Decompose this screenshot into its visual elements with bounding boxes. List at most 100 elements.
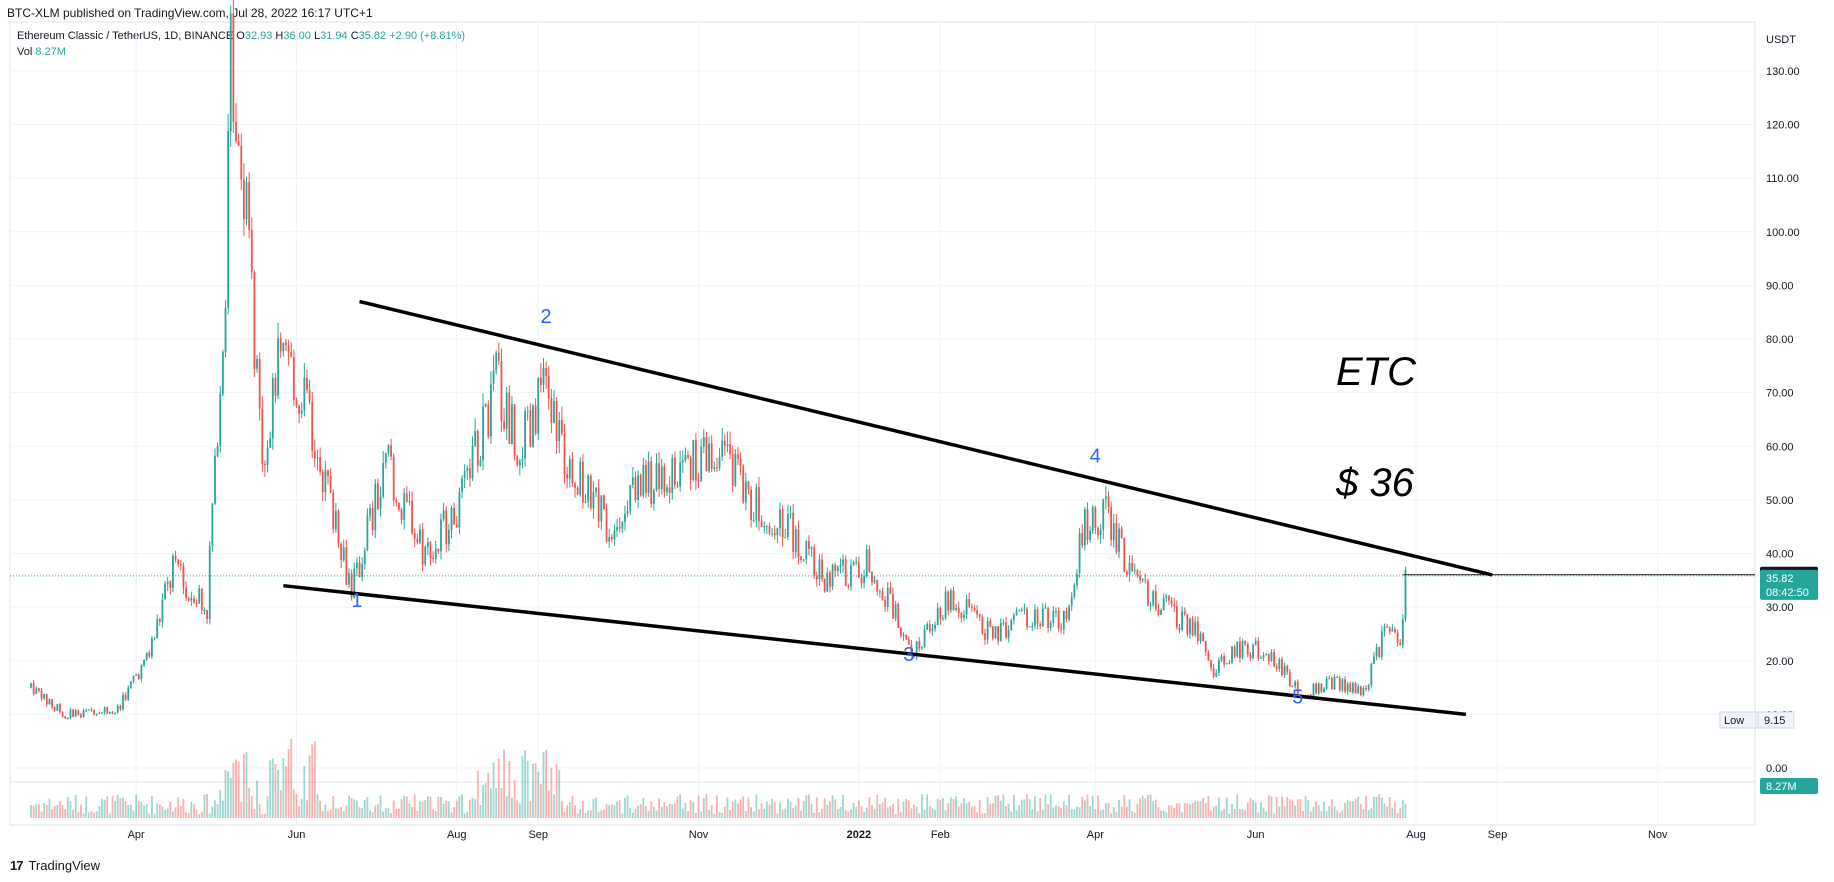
- candle-body: [447, 529, 450, 545]
- candle-body: [805, 541, 808, 560]
- volume-bar: [1286, 796, 1289, 818]
- volume-bar: [442, 803, 445, 818]
- candle-body: [35, 688, 38, 694]
- candle-body: [306, 377, 308, 390]
- candle-body: [944, 591, 947, 619]
- candle-body: [603, 495, 605, 510]
- candle-body: [907, 639, 910, 645]
- volume-bar: [834, 799, 837, 818]
- volume-bar: [534, 763, 537, 818]
- volume-bar: [589, 810, 592, 818]
- x-tick-label: Nov: [1648, 829, 1668, 841]
- candle-body: [1212, 667, 1215, 677]
- candle-body: [1068, 605, 1070, 620]
- volume-bar: [321, 811, 324, 818]
- volume-bar: [881, 802, 884, 818]
- volume-bar: [398, 808, 400, 818]
- candle-body: [752, 519, 755, 521]
- volume-bar: [660, 806, 663, 818]
- candle-body: [1062, 610, 1065, 630]
- candle-body: [458, 491, 461, 528]
- volume-bar: [1073, 809, 1076, 818]
- candle-body: [624, 513, 626, 523]
- volume-bar: [532, 763, 534, 818]
- candle-body: [1157, 609, 1160, 615]
- wave-label: 3: [903, 644, 914, 666]
- volume-bar: [56, 804, 59, 818]
- candle-body: [1168, 595, 1170, 601]
- volume-bar: [963, 798, 965, 818]
- volume-bar: [1217, 797, 1220, 818]
- volume-bar: [1375, 796, 1378, 818]
- candle-body: [355, 562, 358, 569]
- candle-body: [997, 626, 1000, 642]
- volume-bar: [1236, 794, 1239, 818]
- volume-bar: [639, 804, 642, 818]
- candle-body: [93, 709, 95, 715]
- volume-bar: [697, 795, 700, 818]
- candle-body: [290, 352, 293, 357]
- volume-bar: [1291, 800, 1294, 818]
- candle-body: [737, 454, 739, 459]
- volume-bar: [802, 800, 805, 818]
- candle-body: [32, 683, 35, 694]
- volume-bar: [158, 804, 161, 818]
- volume-bar: [405, 796, 408, 818]
- volume-bar: [290, 738, 293, 818]
- volume-bar: [461, 794, 463, 818]
- volume-bar: [1094, 809, 1097, 818]
- candle-body: [1020, 609, 1023, 611]
- volume-bar: [1028, 799, 1031, 818]
- volume-bar: [555, 763, 558, 818]
- volume-bar: [232, 762, 235, 818]
- volume-bar: [1267, 795, 1270, 818]
- volume-bar: [66, 796, 69, 818]
- change-value: +2.90 (+8.81%): [389, 30, 466, 42]
- volume-bar: [214, 800, 216, 818]
- volume-bar: [760, 803, 763, 818]
- candle-body: [1375, 647, 1378, 657]
- candle-body: [232, 13, 235, 123]
- candle-body: [886, 587, 889, 607]
- candle-body: [928, 624, 931, 632]
- candle-body: [579, 461, 582, 495]
- candle-body: [673, 457, 676, 486]
- candle-body: [721, 440, 724, 457]
- candle-body: [38, 688, 40, 691]
- candle-body: [30, 683, 32, 688]
- candle-body: [463, 471, 466, 479]
- volume-bar: [582, 800, 584, 818]
- volume-bar: [792, 808, 795, 818]
- candle-body: [500, 361, 503, 421]
- volume-bar: [492, 762, 495, 818]
- volume-bar: [474, 799, 477, 818]
- candle-body: [1112, 523, 1115, 541]
- volume-bar: [203, 794, 206, 818]
- candle-body: [939, 608, 942, 619]
- volume-bar: [537, 772, 540, 818]
- candle-body: [240, 146, 243, 180]
- volume-bar: [1386, 806, 1388, 818]
- candle-body: [921, 647, 923, 649]
- candle-body: [119, 705, 122, 710]
- volume-bar: [198, 813, 201, 818]
- tradingview-logo-text: TradingView: [28, 858, 101, 873]
- tradingview-logo[interactable]: 17 TradingView: [10, 858, 100, 873]
- candle-body: [729, 444, 731, 455]
- candle-body: [497, 352, 500, 362]
- candle-body: [101, 712, 103, 714]
- volume-bar: [497, 758, 500, 818]
- volume-bar: [1104, 802, 1107, 818]
- candle-body: [442, 510, 445, 520]
- candle-body: [734, 454, 737, 486]
- candle-body: [61, 712, 64, 717]
- volume-bar: [93, 812, 95, 818]
- volume-bar: [421, 801, 424, 818]
- volume-bar: [734, 799, 737, 818]
- volume-bar: [1399, 808, 1402, 818]
- candle-body: [1283, 666, 1286, 676]
- y-tick-label: 40.00: [1766, 549, 1794, 561]
- candle-body: [1083, 509, 1086, 546]
- volume-bar: [1078, 807, 1081, 818]
